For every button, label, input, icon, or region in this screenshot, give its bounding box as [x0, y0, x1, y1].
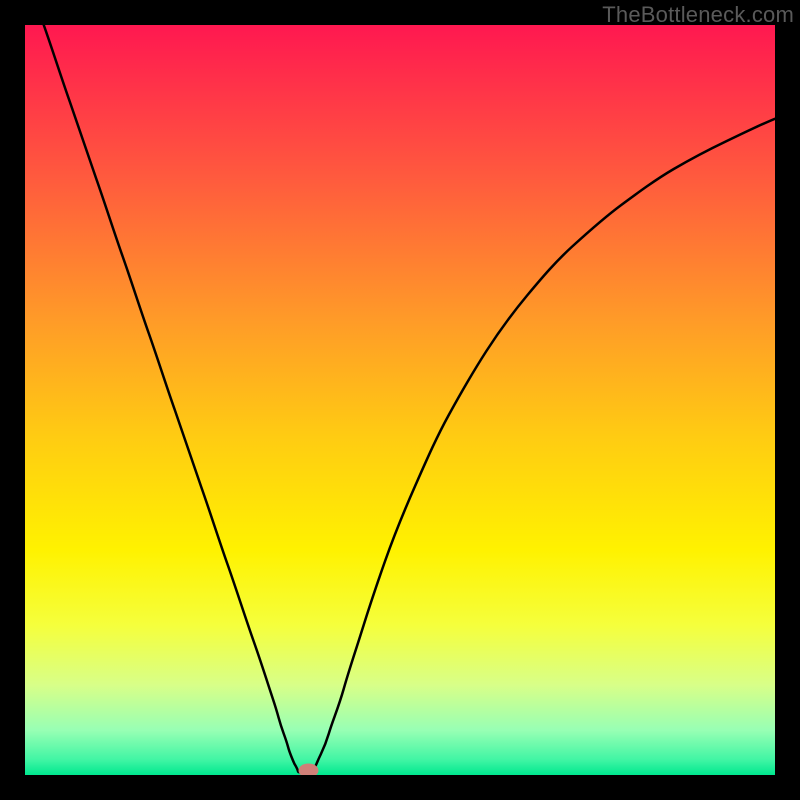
- chart-background: [25, 25, 775, 775]
- chart-container: [25, 25, 775, 775]
- bottleneck-curve-chart: [25, 25, 775, 775]
- watermark-text: TheBottleneck.com: [602, 2, 794, 28]
